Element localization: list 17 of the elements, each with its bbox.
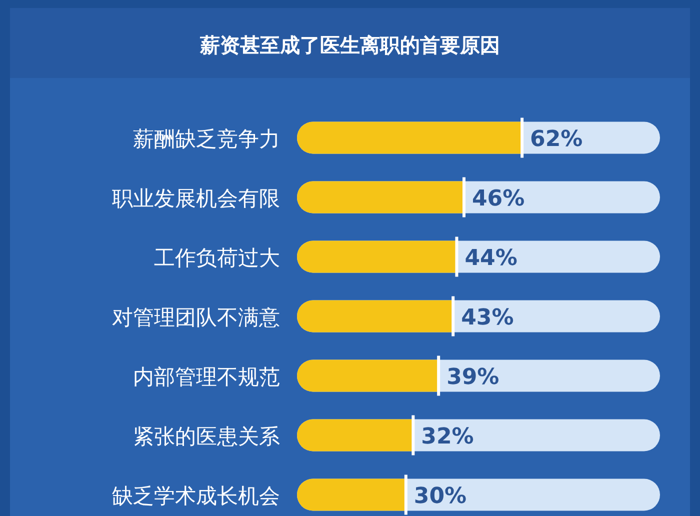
data-label: 30% xyxy=(414,484,467,509)
bar xyxy=(297,478,406,511)
y-tick-label: 缺乏学术成长机会 xyxy=(112,484,280,508)
y-tick-label: 工作负荷过大 xyxy=(154,246,280,270)
chart-title: 薪资甚至成了医生离职的首要原因 xyxy=(199,33,500,57)
bar xyxy=(297,419,414,452)
y-tick-label: 紧张的医患关系 xyxy=(133,424,280,448)
y-tick-label: 薪酬缺乏竞争力 xyxy=(133,126,280,151)
data-label: 62% xyxy=(530,126,583,152)
y-tick-label: 内部管理不规范 xyxy=(133,364,280,389)
data-label: 43% xyxy=(461,305,514,330)
data-label: 39% xyxy=(446,364,500,390)
data-label: 46% xyxy=(472,186,525,212)
data-label: 44% xyxy=(464,246,518,271)
data-label: 32% xyxy=(421,424,474,450)
y-tick-label: 对管理团队不满意 xyxy=(112,305,280,330)
y-tick-label: 职业发展机会有限 xyxy=(112,186,280,210)
